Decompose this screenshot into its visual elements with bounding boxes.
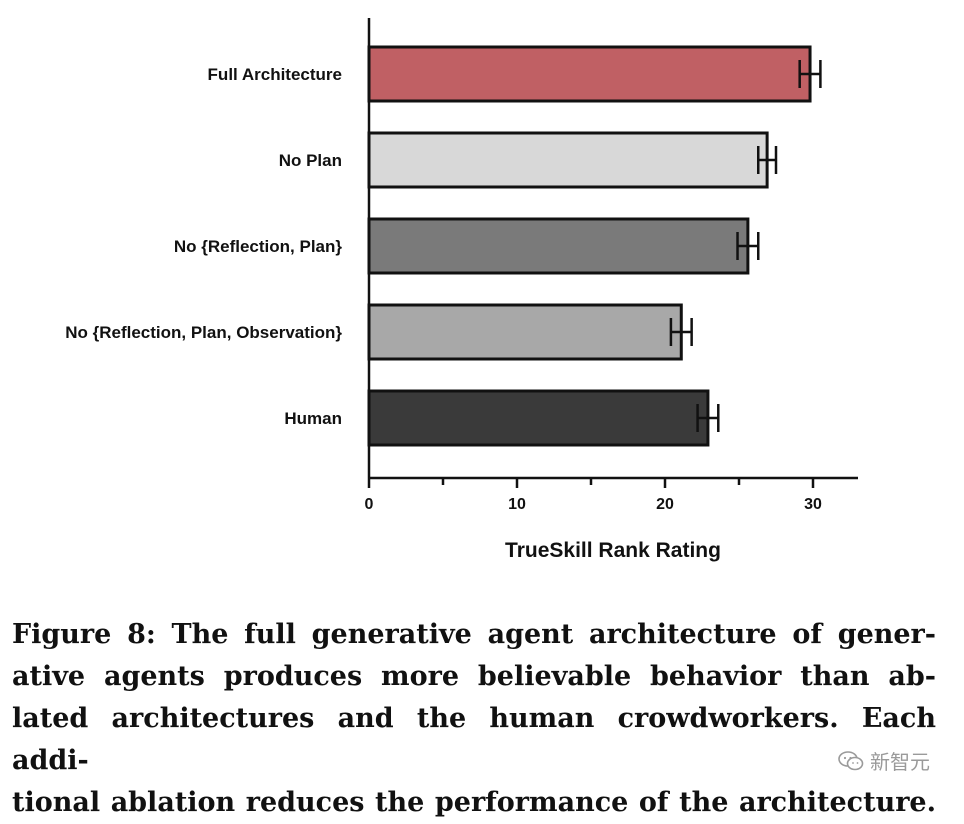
bar-no-reflection-plan (367, 217, 750, 275)
error-bars-group (669, 60, 822, 432)
caption-line-3: lated architectures and the human crowdw… (12, 703, 936, 776)
x-axis-title: TrueSkill Rank Rating (505, 539, 721, 562)
category-label-human: Human (284, 409, 342, 428)
error-bar-no-reflection-plan-observation (669, 318, 693, 346)
x-tick-label-20: 20 (656, 496, 674, 513)
bar-chart: Full Architecture No Plan No {Reflection, … (65, 18, 858, 562)
x-ticks-group: 0 10 20 30 (365, 478, 822, 513)
watermark: 新智元 (832, 744, 936, 779)
category-label-no-reflection-plan-observation: No {Reflection, Plan, Observation} (65, 323, 342, 342)
category-labels: Full Architecture No Plan No {Reflection, … (65, 65, 342, 428)
category-label-no-plan: No Plan (279, 151, 342, 170)
category-label-no-reflection-plan: No {Reflection, Plan} (174, 237, 343, 256)
category-label-full-architecture: Full Architecture (208, 65, 342, 84)
watermark-text: 新智元 (870, 750, 930, 774)
caption-line-1: Figure 8: The full generative agent arch… (12, 619, 936, 650)
bars-group (367, 45, 812, 447)
x-tick-label-30: 30 (804, 496, 822, 513)
bar-no-plan (367, 131, 769, 189)
caption-line-2: ative agents produces more believable be… (12, 661, 936, 692)
error-bar-no-reflection-plan (736, 232, 760, 260)
bar-no-reflection-plan-observation (367, 303, 683, 361)
figure-caption: Figure 8: The full generative agent arch… (12, 614, 936, 824)
error-bar-full-architecture (798, 60, 822, 88)
error-bar-no-plan (756, 146, 778, 174)
x-tick-label-10: 10 (508, 496, 526, 513)
caption-line-4: tional ablation reduces the performance … (12, 787, 936, 818)
bar-human (367, 389, 710, 447)
error-bar-human (696, 404, 720, 432)
bar-full-architecture (367, 45, 812, 103)
x-tick-label-0: 0 (365, 496, 374, 513)
wechat-logo-icon (838, 750, 864, 770)
